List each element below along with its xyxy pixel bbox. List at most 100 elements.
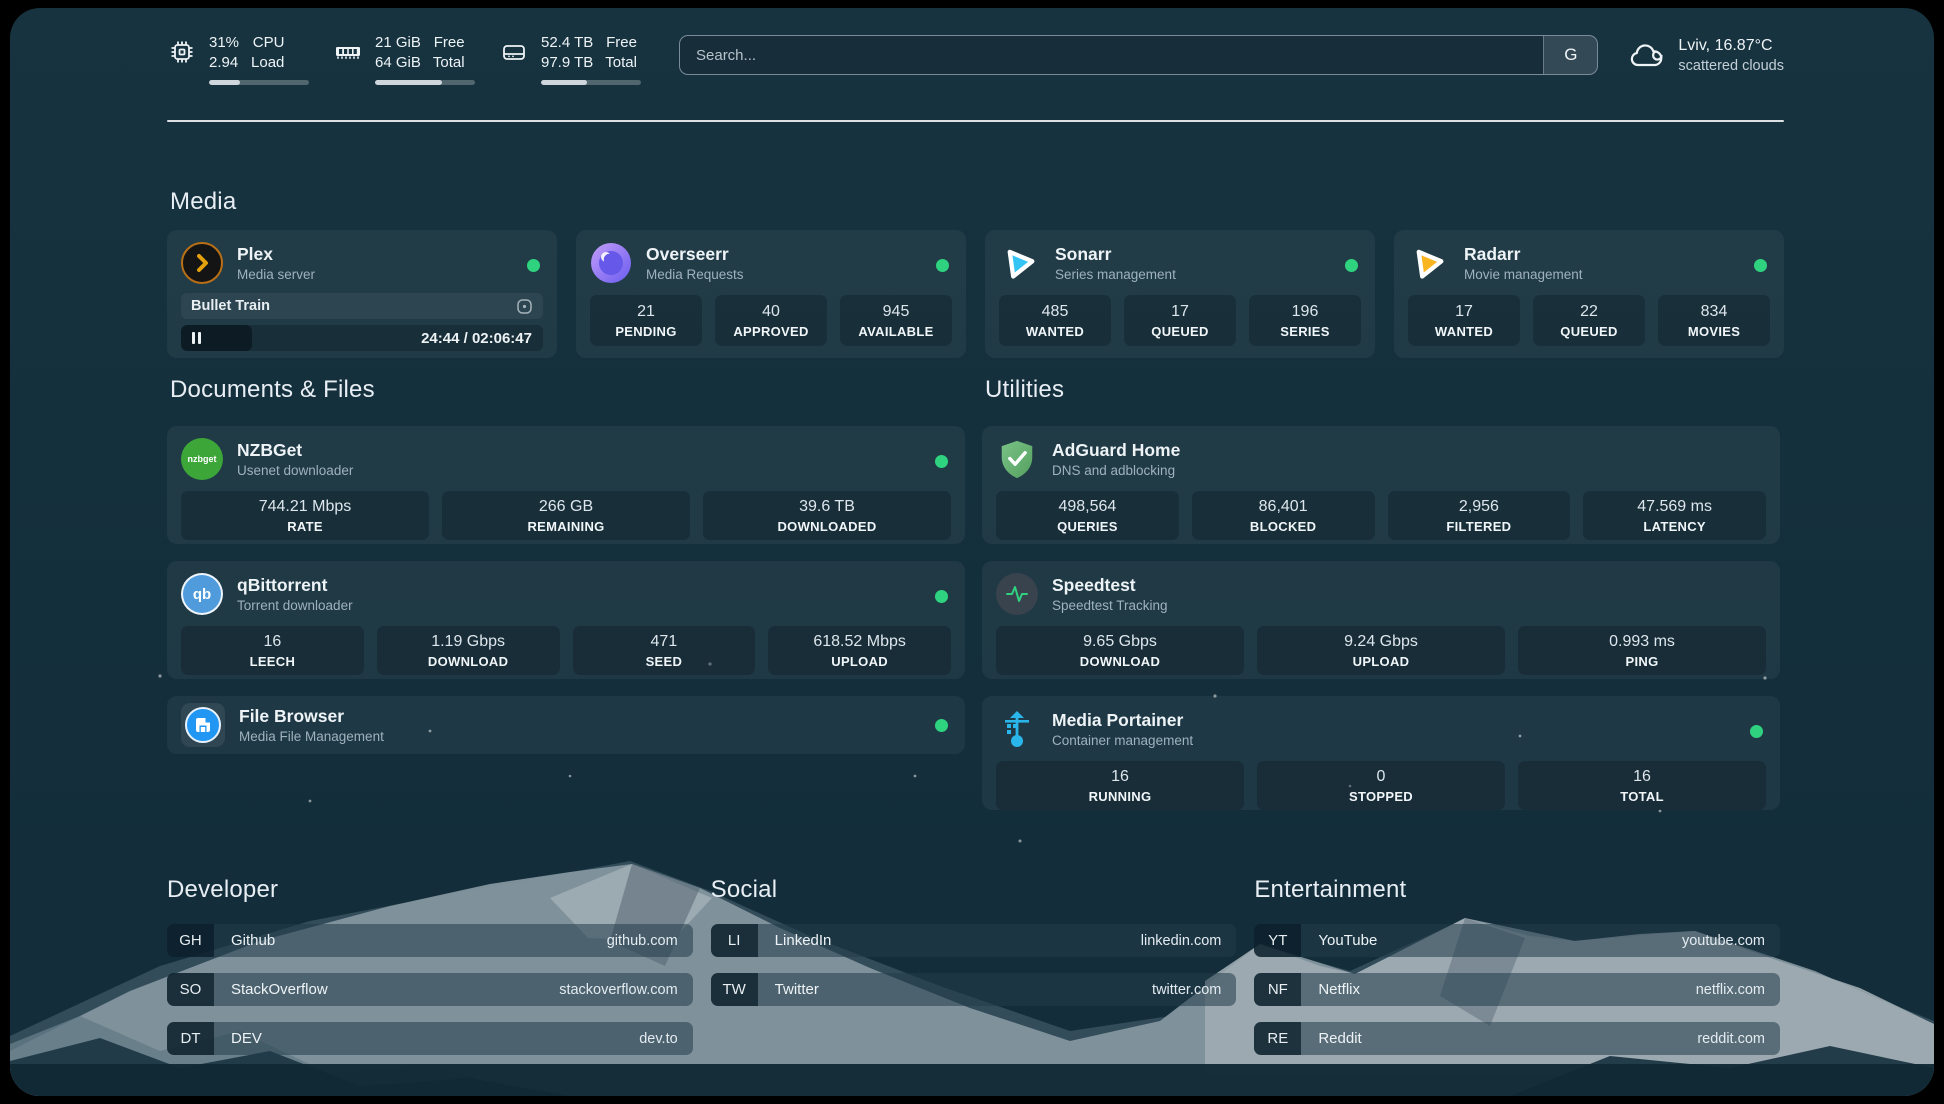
bookmark-linkedin[interactable]: LI LinkedIn linkedin.com: [710, 924, 1237, 957]
stat-value: 9.65 Gbps: [1083, 632, 1157, 650]
status-dot: [1750, 725, 1763, 738]
app-card-sonarr[interactable]: Sonarr Series management 485 WANTED 17 Q…: [985, 230, 1375, 358]
bookmark-github[interactable]: GH Github github.com: [167, 924, 693, 957]
stat-label: AVAILABLE: [858, 323, 934, 339]
stat-label: DOWNLOAD: [427, 653, 509, 669]
stat-value: 266 GB: [538, 497, 594, 515]
plex-icon: [181, 242, 223, 284]
stat-wanted: 17 WANTED: [1408, 295, 1520, 346]
dashboard-frame: 31% 2.94 CPU Load: [10, 8, 1934, 1096]
bookmark-name: Github: [231, 932, 276, 949]
app-desc: Media File Management: [239, 729, 384, 744]
player-progress-bar[interactable]: 24:44 / 02:06:47: [181, 325, 543, 351]
app-card-adguard[interactable]: AdGuard Home DNS and adblocking 498,564 …: [982, 426, 1780, 544]
stat-value: 618.52 Mbps: [813, 632, 906, 650]
app-card-qbittorrent[interactable]: qb qBittorrent Torrent downloader 16 LEE…: [167, 561, 965, 679]
app-card-portainer[interactable]: Media Portainer Container management 16 …: [982, 696, 1780, 810]
portainer-icon: [996, 708, 1038, 750]
stat-queries: 498,564 QUERIES: [996, 491, 1179, 540]
bookmarks-section: Developer GH Github github.com SO StackO…: [167, 876, 1781, 1071]
stat-download: 1.19 Gbps DOWNLOAD: [376, 626, 560, 675]
app-name: Plex: [237, 244, 273, 264]
app-desc: Usenet downloader: [237, 463, 354, 478]
stat-value: 22: [1580, 302, 1598, 320]
ram-icon: [333, 37, 363, 67]
bookmark-abbr: YT: [1254, 924, 1302, 957]
app-desc: Media Requests: [646, 267, 744, 282]
bookmark-abbr: SO: [167, 973, 214, 1006]
ram-progressbar: [375, 80, 475, 85]
session-info-icon[interactable]: [516, 298, 533, 315]
cpu-label-1: CPU: [252, 34, 285, 51]
app-name: Radarr: [1464, 244, 1521, 264]
app-name: qBittorrent: [237, 575, 328, 595]
ram-label-1: Free: [433, 34, 465, 51]
stat-label: BLOCKED: [1249, 518, 1317, 534]
stat-downloaded: 39.6 TB DOWNLOADED: [703, 491, 951, 540]
app-desc: Movie management: [1464, 267, 1583, 282]
bookmark-stackoverflow[interactable]: SO StackOverflow stackoverflow.com: [167, 973, 693, 1006]
stat-value: 40: [762, 302, 780, 320]
stat-label: PING: [1625, 653, 1659, 669]
stat-value: 485: [1041, 302, 1069, 320]
stat-label: PENDING: [615, 323, 677, 339]
bookmark-dev[interactable]: DT DEV dev.to: [167, 1022, 693, 1055]
adguard-icon: [996, 438, 1038, 480]
status-dot: [1345, 259, 1358, 272]
app-card-plex[interactable]: Plex Media server Bullet Train 24:44 / 0…: [167, 230, 557, 358]
bookmark-reddit[interactable]: RE Reddit reddit.com: [1254, 1022, 1781, 1055]
bookmark-abbr: DT: [167, 1022, 214, 1055]
google-search-button[interactable]: G: [1543, 36, 1598, 74]
stat-total: 16 TOTAL: [1518, 761, 1766, 810]
section-title-developer: Developer: [167, 876, 279, 903]
stat-value: 16: [1633, 767, 1651, 785]
bookmark-column-developer: Developer GH Github github.com SO StackO…: [167, 876, 693, 1071]
section-title-utilities: Utilities: [985, 376, 1065, 403]
app-card-overseerr[interactable]: Overseerr Media Requests 21 PENDING 40 A…: [576, 230, 966, 358]
stat-value: 1.19 Gbps: [431, 632, 506, 650]
app-card-speedtest[interactable]: Speedtest Speedtest Tracking 9.65 Gbps D…: [982, 561, 1780, 679]
pause-icon[interactable]: [192, 332, 201, 344]
app-card-radarr[interactable]: Radarr Movie management 17 WANTED 22 QUE…: [1394, 230, 1784, 358]
stat-pending: 21 PENDING: [590, 295, 702, 346]
bookmark-url: youtube.com: [1681, 932, 1766, 949]
app-card-nzbget[interactable]: nzbget NZBGet Usenet downloader 744.21 M…: [167, 426, 965, 544]
stat-rate: 744.21 Mbps RATE: [181, 491, 429, 540]
bookmark-name: Reddit: [1318, 1030, 1362, 1047]
bookmark-url: netflix.com: [1695, 981, 1766, 998]
stat-value: 471: [650, 632, 678, 650]
bookmark-url: dev.to: [639, 1030, 678, 1047]
stat-available: 945 AVAILABLE: [840, 295, 952, 346]
now-playing-row: Bullet Train: [181, 293, 543, 319]
app-name: Overseerr: [646, 244, 729, 264]
stat-remaining: 266 GB REMAINING: [442, 491, 690, 540]
stat-label: DOWNLOADED: [777, 518, 877, 534]
stat-running: 16 RUNNING: [996, 761, 1244, 810]
stat-value: 2,956: [1458, 497, 1499, 515]
bookmark-twitter[interactable]: TW Twitter twitter.com: [710, 973, 1237, 1006]
radarr-icon: [1408, 242, 1450, 284]
bookmark-name: LinkedIn: [774, 932, 832, 949]
status-dot: [935, 719, 948, 732]
stat-label: LEECH: [249, 653, 296, 669]
stat-value: 21: [637, 302, 655, 320]
app-name: AdGuard Home: [1052, 440, 1181, 460]
bookmark-name: DEV: [231, 1030, 262, 1047]
app-desc: Speedtest Tracking: [1052, 598, 1168, 613]
bookmark-youtube[interactable]: YT YouTube youtube.com: [1254, 924, 1781, 957]
stat-value: 9.24 Gbps: [1344, 632, 1418, 650]
status-dot: [935, 455, 948, 468]
weather-location-temp: Lviv, 16.87°C: [1678, 37, 1773, 54]
search-input[interactable]: [680, 46, 1544, 64]
disk-stat: 52.4 TB 97.9 TB Free Total: [499, 33, 641, 85]
app-card-filebrowser[interactable]: File Browser Media File Management: [167, 696, 965, 754]
weather-widget[interactable]: Lviv, 16.87°C scattered clouds: [1628, 36, 1784, 76]
stat-label: DOWNLOAD: [1079, 653, 1161, 669]
stat-value: 16: [263, 632, 282, 650]
ram-value-1: 21 GiB: [375, 34, 421, 51]
stat-label: LATENCY: [1643, 518, 1706, 534]
bookmark-netflix[interactable]: NF Netflix netflix.com: [1254, 973, 1781, 1006]
stat-upload: 618.52 Mbps UPLOAD: [768, 626, 951, 675]
stat-label: QUEUED: [1560, 323, 1618, 339]
bookmark-name: Netflix: [1318, 981, 1361, 998]
